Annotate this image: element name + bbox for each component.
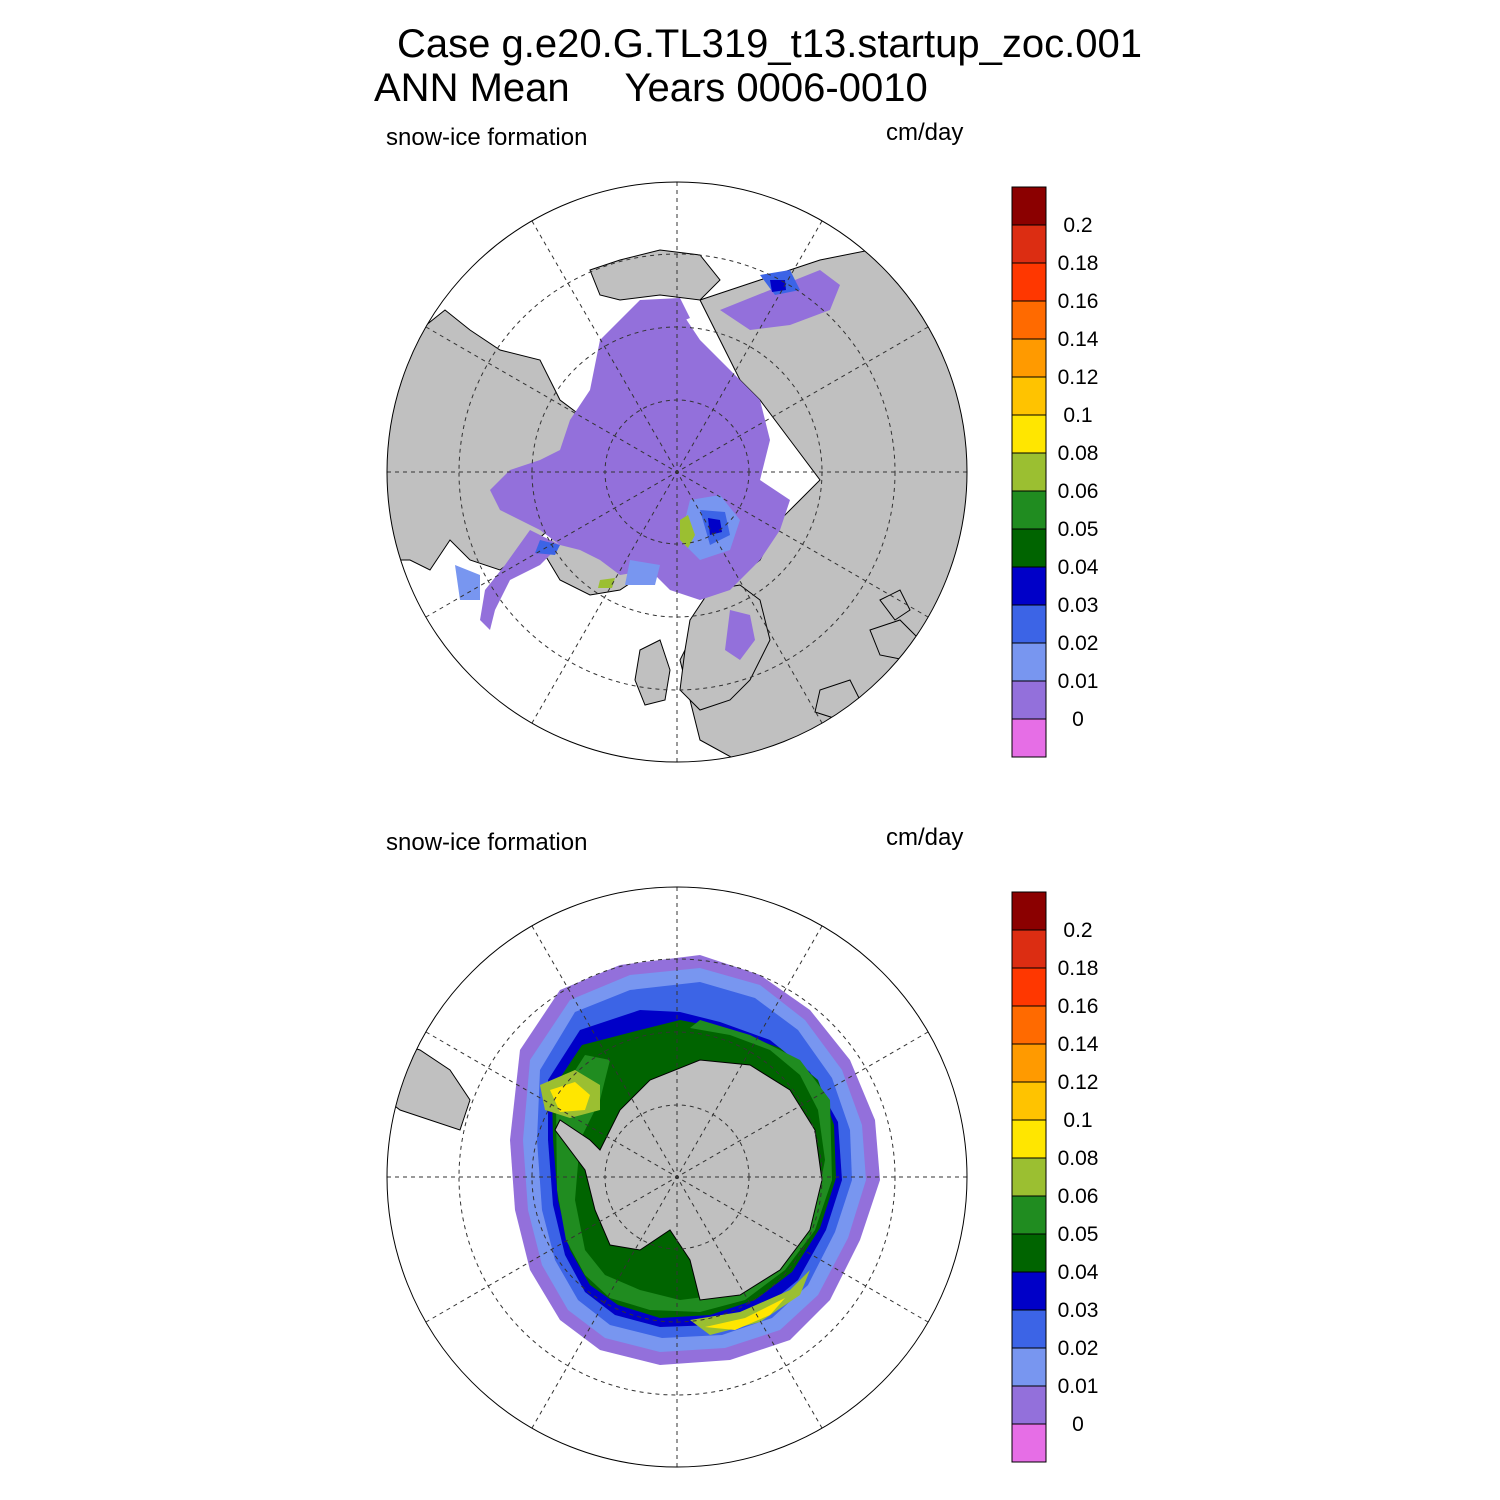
sh-colorbar-tick-label: 0.18 xyxy=(1058,957,1099,980)
sh-colorbar-box xyxy=(1011,1005,1047,1045)
nh-colorbar-tick-label: 0.2 xyxy=(1063,214,1092,237)
nh-snow-ice-field xyxy=(455,270,840,660)
nh-colorbar-tick-label: 0.06 xyxy=(1058,480,1099,503)
nh-colorbar-tick-label: 0.12 xyxy=(1058,366,1099,389)
sh-colorbar-tick-label: 0.1 xyxy=(1063,1109,1092,1132)
nh-colorbar-box xyxy=(1011,604,1047,644)
nh-colorbar-box xyxy=(1011,490,1047,530)
nh-colorbar-tick-label: 0.14 xyxy=(1058,328,1099,351)
nh-colorbar-box xyxy=(1011,224,1047,264)
sh-colorbar-tick-label: 0.2 xyxy=(1063,919,1092,942)
sh-colorbar-box xyxy=(1011,1271,1047,1311)
nh-colorbar-box xyxy=(1011,452,1047,492)
nh-polar-map xyxy=(386,181,968,763)
nh-colorbar-tick-label: 0.18 xyxy=(1058,252,1099,275)
nh-colorbar-tick-label: 0.02 xyxy=(1058,632,1099,655)
sh-colorbar-tick-label: 0.16 xyxy=(1058,995,1099,1018)
nh-colorbar-tick-label: 0 xyxy=(1072,708,1084,731)
nh-colorbar-box xyxy=(1011,528,1047,568)
sh-colorbar-tick-label: 0.08 xyxy=(1058,1147,1099,1170)
nh-colorbar-box xyxy=(1011,262,1047,302)
sh-colorbar-tick-label: 0.12 xyxy=(1058,1071,1099,1094)
nh-colorbar-tick-label: 0.08 xyxy=(1058,442,1099,465)
nh-colorbar-tick-label: 0.05 xyxy=(1058,518,1099,541)
sh-colorbar: 0.2 0.18 0.16 0.14 0.12 0.1 0.08 0.06 0.05 0.04 0.… xyxy=(1011,891,1099,1463)
nh-colorbar-box xyxy=(1011,338,1047,378)
sh-colorbar-box xyxy=(1011,1119,1047,1159)
nh-graticule xyxy=(387,182,967,762)
nh-colorbar-box xyxy=(1011,566,1047,606)
sh-colorbar-box xyxy=(1011,1043,1047,1083)
nh-colorbar-box xyxy=(1011,186,1047,226)
sh-colorbar-tick-label: 0 xyxy=(1072,1413,1084,1436)
sh-colorbar-box xyxy=(1011,1233,1047,1273)
nh-colorbar-tick-label: 0.01 xyxy=(1058,670,1099,693)
nh-variable-label: snow-ice formation xyxy=(386,124,588,151)
sh-colorbar-box xyxy=(1011,929,1047,969)
sh-colorbar-box xyxy=(1011,891,1047,931)
nh-colorbar-box xyxy=(1011,642,1047,682)
sh-colorbar-box xyxy=(1011,967,1047,1007)
plot-title-case: Case g.e20.G.TL319_t13.startup_zoc.001 xyxy=(397,22,1142,66)
sh-colorbar-tick-label: 0.03 xyxy=(1058,1299,1099,1322)
nh-map-border xyxy=(386,181,968,763)
nh-colorbar-tick-label: 0.04 xyxy=(1058,556,1099,579)
sh-colorbar-box xyxy=(1011,1195,1047,1235)
sh-units-label: cm/day xyxy=(886,824,964,851)
nh-colorbar-box xyxy=(1011,414,1047,454)
sh-colorbar-box xyxy=(1011,1347,1047,1387)
sh-colorbar-tick-label: 0.04 xyxy=(1058,1261,1099,1284)
sh-antarctica xyxy=(554,1059,823,1301)
nh-colorbar: 0.2 0.18 0.16 0.14 0.12 0.1 0.08 0.06 0.05 0.04 0.… xyxy=(1011,186,1099,758)
sh-map-border xyxy=(386,886,968,1468)
sh-polar-map xyxy=(386,886,968,1468)
sh-colorbar-box xyxy=(1011,1309,1047,1349)
sh-colorbar-tick-label: 0.01 xyxy=(1058,1375,1099,1398)
nh-colorbar-box xyxy=(1011,300,1047,340)
nh-units-label: cm/day xyxy=(886,119,964,146)
sh-colorbar-tick-label: 0.14 xyxy=(1058,1033,1099,1056)
sh-colorbar-box xyxy=(1011,1423,1047,1463)
sh-colorbar-box xyxy=(1011,1081,1047,1121)
sh-colorbar-box xyxy=(1011,1157,1047,1197)
nh-colorbar-tick-label: 0.03 xyxy=(1058,594,1099,617)
sh-variable-label: snow-ice formation xyxy=(386,829,588,856)
sh-colorbar-box xyxy=(1011,1385,1047,1425)
sh-colorbar-tick-label: 0.06 xyxy=(1058,1185,1099,1208)
sh-colorbar-tick-label: 0.02 xyxy=(1058,1337,1099,1360)
plot-title-period: ANN Mean Years 0006-0010 xyxy=(374,66,928,110)
nh-colorbar-tick-label: 0.16 xyxy=(1058,290,1099,313)
nh-colorbar-box xyxy=(1011,680,1047,720)
nh-colorbar-box xyxy=(1011,718,1047,758)
sh-graticule xyxy=(387,887,967,1467)
nh-colorbar-tick-label: 0.1 xyxy=(1063,404,1092,427)
nh-colorbar-box xyxy=(1011,376,1047,416)
sh-colorbar-tick-label: 0.05 xyxy=(1058,1223,1099,1246)
